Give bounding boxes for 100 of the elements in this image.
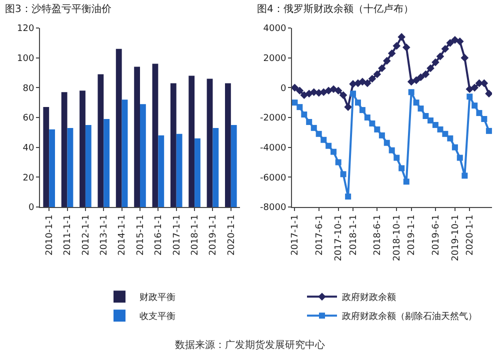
point [296,86,304,95]
bar [85,124,92,207]
point [306,118,312,125]
source-note: 数据来源：广发期货发展研究中心 [174,338,326,352]
point [398,33,406,41]
point [413,100,420,106]
point [472,102,478,109]
point [403,178,410,185]
y-tick-label: -8000 [260,203,286,214]
bar [134,66,140,207]
point [330,85,338,94]
point [408,89,414,96]
point [436,52,444,60]
bar [225,83,231,207]
point [359,107,366,114]
x-tick-label: 2016-1-1 [154,214,164,256]
bar [80,90,86,207]
bar [152,64,158,207]
bar [212,128,219,207]
point [335,159,342,166]
point [350,90,356,97]
point [373,70,382,78]
point [326,142,332,149]
point [388,49,396,58]
point [392,42,401,50]
point [412,76,420,84]
y-tick-label: 80 [22,84,34,94]
point [300,91,308,100]
x-tick-label: 2010-1-1 [45,214,56,256]
y-tick-label: 20 [22,173,34,184]
point [422,70,430,78]
bar [98,74,104,207]
point [316,130,322,137]
bar [170,83,176,207]
x-tick-label: 2017-6-1 [314,214,325,256]
point [456,154,463,161]
bar [116,48,122,207]
y-tick-label: 0 [28,203,34,214]
x-tick-label: 2019-6-1 [431,214,442,256]
bar [188,76,195,207]
point [339,91,348,100]
point [476,110,482,116]
x-tick-label: 2018-10-1 [392,214,403,262]
point [340,171,346,178]
y-tick-label: 60 [22,114,34,124]
y-tick-label: 4000 [263,24,286,34]
point [432,122,438,128]
x-tick-label: 2019-1-1 [407,214,418,256]
point [402,43,410,52]
point [462,172,468,179]
point [447,135,454,142]
point [486,128,492,134]
legend-label: 政府财政余额（剔除石油天然气） [342,311,477,322]
y-tick-label: 120 [17,24,34,34]
point [364,79,372,88]
point [292,100,298,106]
x-tick-label: 2020-1-1 [466,214,476,256]
point [388,147,395,154]
point [428,117,434,124]
point [416,73,425,82]
x-tick-label: 2011-1-1 [63,214,74,256]
bar [43,107,50,207]
legend-label: 财政平衡 [140,292,176,304]
bar [104,118,110,207]
bar [176,134,182,207]
x-tick-label: 2018-6-1 [373,214,384,256]
bar [49,129,55,207]
point [452,144,458,150]
bar [140,104,146,207]
x-tick-label: 2020-1-1 [226,214,237,256]
x-tick-label: 2017-1-1 [172,214,182,256]
point [320,136,327,143]
chart-title: 图4：俄罗斯财政余额（十亿卢布） [256,3,414,16]
point [481,116,488,122]
x-tick-label: 2017-1-1 [290,214,301,256]
point [432,58,440,66]
point [301,112,308,118]
legend-label: 收支平衡 [140,311,176,322]
x-tick-label: 2019-10-1 [450,214,461,262]
bar [158,135,164,207]
point [437,126,444,132]
point [320,88,328,96]
point [364,114,370,120]
point [446,39,454,47]
point [470,84,478,92]
bar [67,128,74,207]
point [418,106,424,112]
point [426,64,434,72]
point [382,56,391,65]
point [384,140,390,146]
point [354,100,361,106]
x-tick-label: 2017-10-1 [334,214,344,262]
point [485,90,492,98]
y-tick-label: 2000 [263,54,286,64]
point [358,78,366,86]
bar [61,92,68,207]
point [422,113,429,120]
y-tick-label: -2000 [260,114,286,124]
x-tick-label: 2012-1-1 [81,214,92,256]
point [466,94,473,100]
